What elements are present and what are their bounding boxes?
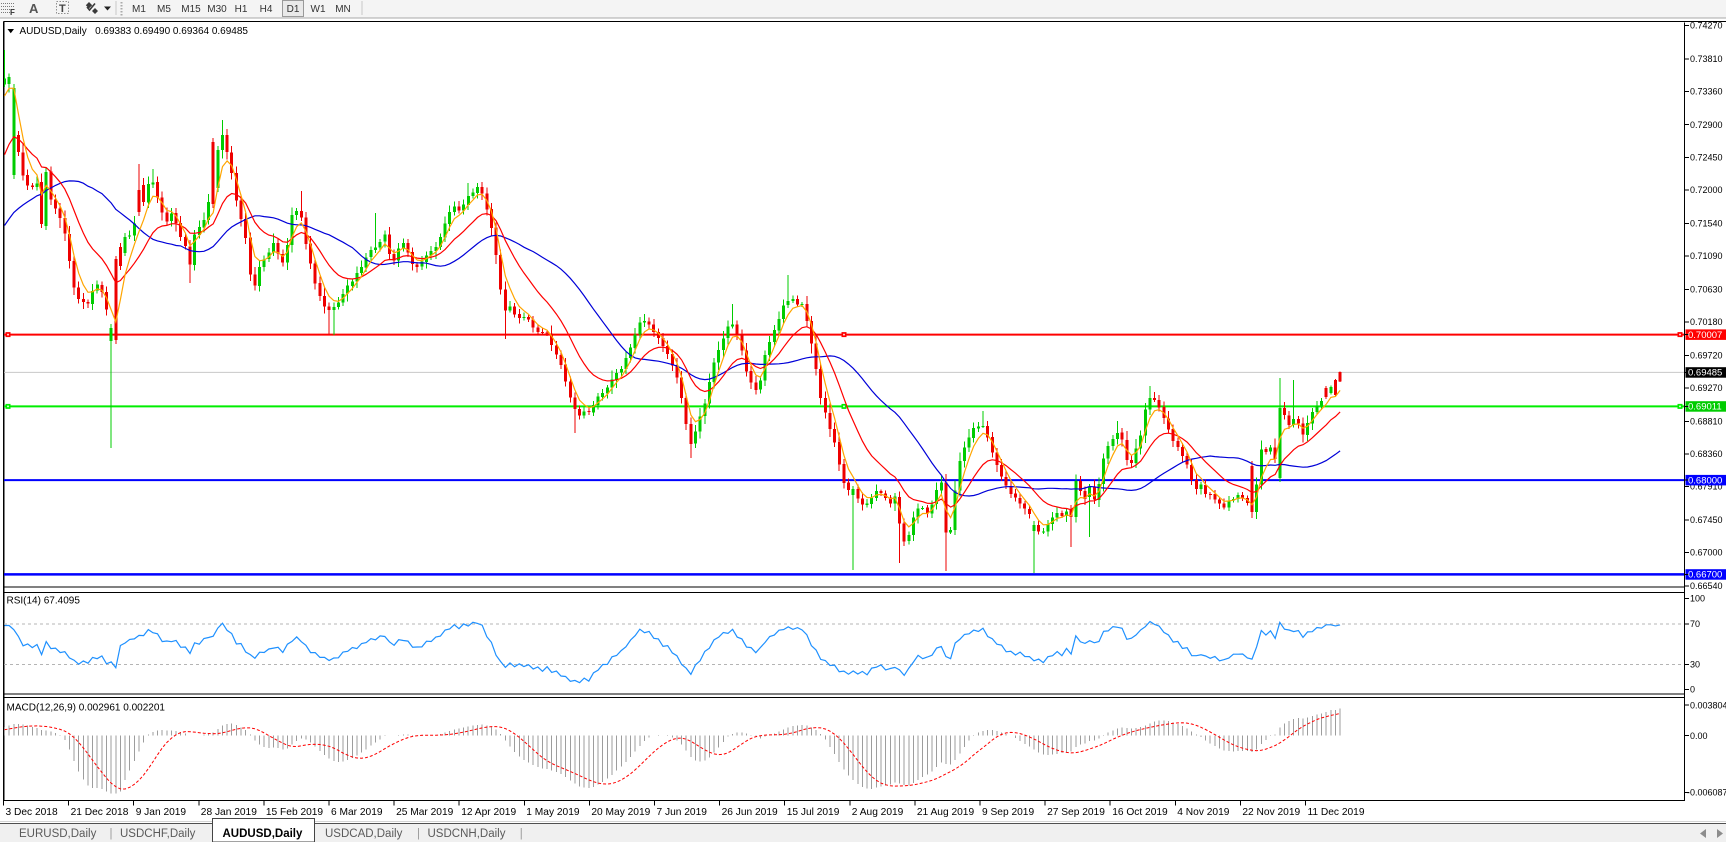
svg-text:0.68360: 0.68360 [1690,449,1723,459]
svg-text:W1: W1 [311,4,326,15]
svg-text:7 Jun 2019: 7 Jun 2019 [657,807,708,818]
svg-text:21 Aug 2019: 21 Aug 2019 [917,807,975,818]
svg-text:T: T [59,3,66,15]
svg-text:11 Dec 2019: 11 Dec 2019 [1308,807,1365,818]
svg-text:F: F [10,8,15,17]
svg-text:RSI(14) 67.4095: RSI(14) 67.4095 [7,596,81,607]
svg-text:MN: MN [335,4,351,15]
svg-text:4 Nov 2019: 4 Nov 2019 [1177,807,1229,818]
svg-text:9 Jan 2019: 9 Jan 2019 [136,807,187,818]
svg-text:EURUSD,Daily: EURUSD,Daily [19,828,97,840]
svg-text:27 Sep 2019: 27 Sep 2019 [1047,807,1105,818]
svg-text:0.68000: 0.68000 [1688,475,1722,486]
svg-text:|: | [110,828,113,840]
svg-text:2 Aug 2019: 2 Aug 2019 [852,807,904,818]
svg-text:12 Apr 2019: 12 Apr 2019 [461,807,516,818]
svg-text:M30: M30 [207,4,227,15]
svg-text:21 Dec 2018: 21 Dec 2018 [71,807,129,818]
svg-text:22 Nov 2019: 22 Nov 2019 [1242,807,1300,818]
svg-text:0.73810: 0.73810 [1690,54,1723,64]
svg-text:20 May 2019: 20 May 2019 [591,807,650,818]
svg-text:M1: M1 [132,4,146,15]
svg-text:0.71090: 0.71090 [1690,251,1723,261]
svg-text:0.69720: 0.69720 [1690,351,1723,361]
svg-text:USDCNH,Daily: USDCNH,Daily [428,828,506,840]
svg-text:0.72000: 0.72000 [1690,185,1723,195]
svg-text:0.70630: 0.70630 [1690,285,1723,295]
svg-text:H4: H4 [260,4,273,15]
svg-text:0.67910: 0.67910 [1690,482,1723,492]
svg-text:M15: M15 [181,4,201,15]
svg-text:15 Jul 2019: 15 Jul 2019 [787,807,840,818]
svg-text:0.69485: 0.69485 [1688,368,1722,379]
svg-text:H1: H1 [235,4,248,15]
svg-text:A: A [29,1,39,16]
svg-text:0.00: 0.00 [1690,731,1708,741]
svg-text:9 Sep 2019: 9 Sep 2019 [982,807,1034,818]
svg-text:|: | [520,828,523,840]
svg-text:USDCHF,Daily: USDCHF,Daily [120,828,196,840]
svg-text:0.69011: 0.69011 [1688,402,1722,413]
svg-text:1 May 2019: 1 May 2019 [526,807,580,818]
svg-text:28 Jan 2019: 28 Jan 2019 [201,807,257,818]
svg-text:100: 100 [1690,594,1705,604]
svg-text:0.73360: 0.73360 [1690,87,1723,97]
svg-text:0.66540: 0.66540 [1690,581,1723,591]
svg-text:30: 30 [1690,660,1700,670]
svg-text:0.72900: 0.72900 [1690,120,1723,130]
svg-text:AUDUSD,Daily: AUDUSD,Daily [223,828,303,840]
svg-text:MACD(12,26,9) 0.002961 0.00220: MACD(12,26,9) 0.002961 0.002201 [7,703,166,714]
svg-text:D1: D1 [287,4,300,15]
svg-text:0.67000: 0.67000 [1690,548,1723,558]
svg-text:0.68810: 0.68810 [1690,417,1723,427]
svg-text:0.72450: 0.72450 [1690,153,1723,163]
svg-text:25 Mar 2019: 25 Mar 2019 [396,807,454,818]
svg-text:6 Mar 2019: 6 Mar 2019 [331,807,383,818]
svg-text:0.74270: 0.74270 [1690,21,1723,31]
svg-text:70: 70 [1690,619,1700,629]
svg-text:0.003804: 0.003804 [1690,700,1726,710]
svg-text:15 Feb 2019: 15 Feb 2019 [266,807,324,818]
svg-text:0.69270: 0.69270 [1690,383,1723,393]
svg-text:|: | [417,828,420,840]
svg-text:16 Oct 2019: 16 Oct 2019 [1112,807,1168,818]
svg-text:0.70007: 0.70007 [1688,330,1722,341]
svg-text:0.70180: 0.70180 [1690,317,1723,327]
svg-text:3 Dec 2018: 3 Dec 2018 [6,807,58,818]
svg-text:26 Jun 2019: 26 Jun 2019 [722,807,778,818]
svg-text:0.71540: 0.71540 [1690,219,1723,229]
svg-text:AUDUSD,Daily 0.69383 0.69490: AUDUSD,Daily 0.69383 0.69490 0.69364 0.6… [20,26,249,37]
svg-text:0.67450: 0.67450 [1690,515,1723,525]
svg-text:0: 0 [1690,685,1695,695]
svg-text:-0.006087: -0.006087 [1687,788,1726,798]
svg-text:0.66700: 0.66700 [1688,570,1722,581]
svg-text:USDCAD,Daily: USDCAD,Daily [325,828,403,840]
svg-text:M5: M5 [157,4,171,15]
